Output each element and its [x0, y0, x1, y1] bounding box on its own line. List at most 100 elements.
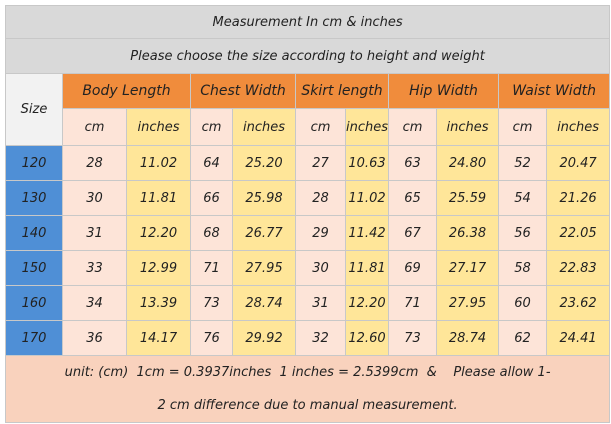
value-cell: 56 — [498, 215, 547, 251]
value-cell: 24.41 — [545, 320, 611, 356]
table-row: 160 34 13.39 73 28.74 31 12.20 71 27.95 60 23.62 — [5, 285, 611, 321]
table-row: 120 28 11.02 64 25.20 27 10.63 63 24.80 52 20.47 — [5, 145, 611, 181]
value-cell: 31 — [295, 285, 346, 321]
value-cell: 21.26 — [545, 180, 611, 216]
value-cell: 69 — [388, 250, 437, 286]
value-cell: 12.99 — [126, 250, 191, 286]
table-row: 130 30 11.81 66 25.98 28 11.02 65 25.59 54 21.26 — [5, 180, 611, 216]
value-cell: 11.02 — [345, 180, 389, 216]
size-cell: 120 — [5, 145, 63, 181]
footer-line: 2 cm difference due to manual measuremen… — [157, 398, 458, 413]
group-header: Chest Width — [190, 73, 296, 109]
value-cell: 23.62 — [545, 285, 611, 321]
value-cell: 63 — [388, 145, 437, 181]
value-cell: 27.95 — [232, 250, 296, 286]
value-cell: 60 — [498, 285, 547, 321]
table-row: 170 36 14.17 76 29.92 32 12.60 73 28.74 62 24.41 — [5, 320, 611, 356]
table-row: Please choose the size according to heig… — [4, 38, 611, 74]
value-cell: 71 — [190, 250, 233, 286]
value-cell: 52 — [498, 145, 547, 181]
value-cell: 25.98 — [232, 180, 296, 216]
value-cell: 30 — [295, 250, 346, 286]
size-cell: 170 — [5, 320, 63, 356]
value-cell: 11.42 — [345, 215, 389, 251]
value-cell: 28 — [62, 145, 127, 181]
value-cell: 29 — [295, 215, 346, 251]
value-cell: 62 — [498, 320, 547, 356]
table-row: Measurement In cm & inches — [4, 5, 611, 39]
value-cell: 29.92 — [232, 320, 296, 356]
unit-header: inches — [436, 108, 499, 146]
unit-header: cm — [62, 108, 127, 146]
value-cell: 28.74 — [436, 320, 499, 356]
value-cell: 22.83 — [545, 250, 611, 286]
value-cell: 31 — [62, 215, 127, 251]
unit-header: inches — [126, 108, 191, 146]
value-cell: 14.17 — [126, 320, 191, 356]
table-subtitle: Please choose the size according to heig… — [4, 38, 611, 74]
value-cell: 13.39 — [126, 285, 191, 321]
value-cell: 67 — [388, 215, 437, 251]
value-cell: 71 — [388, 285, 437, 321]
value-cell: 11.81 — [126, 180, 191, 216]
table-row: 140 31 12.20 68 26.77 29 11.42 67 26.38 56 22.05 — [5, 215, 611, 251]
table-row: 150 33 12.99 71 27.95 30 11.81 69 27.17 58 22.83 — [5, 250, 611, 286]
value-cell: 33 — [62, 250, 127, 286]
value-cell: 25.20 — [232, 145, 296, 181]
size-table: Measurement In cm & inches Please choose … — [4, 5, 611, 423]
value-cell: 73 — [388, 320, 437, 356]
value-cell: 12.20 — [345, 285, 389, 321]
footer-note: unit: (cm) 1cm = 0.3937inches 1 inches =… — [4, 355, 611, 423]
footer-line: unit: (cm) 1cm = 0.3937inches 1 inches =… — [64, 365, 551, 380]
table-body: Measurement In cm & inches Please choose … — [4, 5, 611, 423]
value-cell: 11.81 — [345, 250, 389, 286]
table-row: Size Body Length Chest Width Skirt length Hi… — [5, 73, 611, 146]
unit-header: cm — [498, 108, 547, 146]
value-cell: 27.95 — [436, 285, 499, 321]
value-cell: 27.17 — [436, 250, 499, 286]
unit-header: cm — [190, 108, 233, 146]
value-cell: 20.47 — [545, 145, 611, 181]
unit-header: inches — [345, 108, 389, 146]
value-cell: 27 — [295, 145, 346, 181]
value-cell: 34 — [62, 285, 127, 321]
value-cell: 22.05 — [545, 215, 611, 251]
value-cell: 12.20 — [126, 215, 191, 251]
size-cell: 160 — [5, 285, 63, 321]
unit-header: cm — [388, 108, 437, 146]
value-cell: 25.59 — [436, 180, 499, 216]
value-cell: 66 — [190, 180, 233, 216]
size-cell: 130 — [5, 180, 63, 216]
unit-header: cm — [295, 108, 346, 146]
group-header: Body Length — [62, 73, 191, 109]
value-cell: 24.80 — [436, 145, 499, 181]
value-cell: 10.63 — [345, 145, 389, 181]
value-cell: 26.77 — [232, 215, 296, 251]
size-header: Size — [5, 73, 63, 146]
unit-header: inches — [232, 108, 296, 146]
value-cell: 68 — [190, 215, 233, 251]
table-row: cm inches cm inches cm inches cm inches cm inches — [6, 108, 611, 146]
value-cell: 65 — [388, 180, 437, 216]
value-cell: 64 — [190, 145, 233, 181]
value-cell: 28.74 — [232, 285, 296, 321]
group-header: Skirt length — [295, 73, 389, 109]
value-cell: 11.02 — [126, 145, 191, 181]
value-cell: 26.38 — [436, 215, 499, 251]
group-header: Hip Width — [388, 73, 499, 109]
value-cell: 54 — [498, 180, 547, 216]
value-cell: 32 — [295, 320, 346, 356]
value-cell: 58 — [498, 250, 547, 286]
size-cell: 150 — [5, 250, 63, 286]
value-cell: 73 — [190, 285, 233, 321]
group-header: Waist Width — [497, 73, 611, 109]
table-title: Measurement In cm & inches — [4, 5, 611, 39]
size-cell: 140 — [5, 215, 63, 251]
value-cell: 28 — [295, 180, 346, 216]
value-cell: 36 — [62, 320, 127, 356]
table-row: unit: (cm) 1cm = 0.3937inches 1 inches =… — [4, 355, 611, 423]
value-cell: 12.60 — [345, 320, 389, 356]
unit-header: inches — [545, 108, 611, 146]
value-cell: 30 — [62, 180, 127, 216]
